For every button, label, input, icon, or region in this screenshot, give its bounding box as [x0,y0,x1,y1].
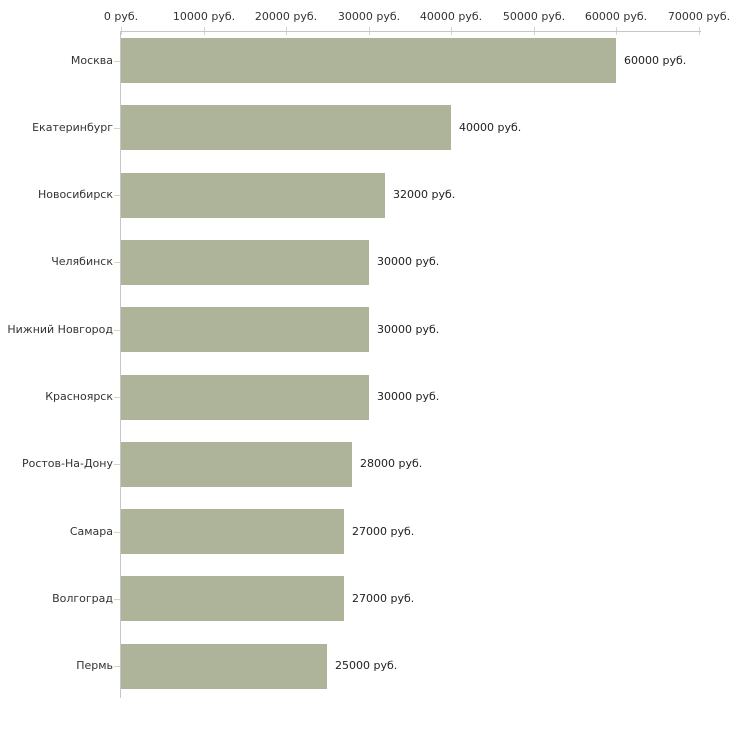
x-axis-tick-label: 20000 руб. [254,10,318,23]
category-label: Пермь [76,659,113,673]
value-label: 60000 руб. [624,53,687,67]
y-axis-tick-mark [114,195,120,196]
value-label: 40000 руб. [459,120,522,134]
bar [121,509,344,554]
category-label: Ростов-На-Дону [21,457,113,471]
bar [121,173,385,218]
x-axis-tick-label: 40000 руб. [419,10,483,23]
y-axis-tick-mark [114,666,120,667]
bar [121,240,369,285]
y-axis-tick-mark [114,330,120,331]
y-axis-tick-mark [114,599,120,600]
y-axis-line [120,31,121,698]
x-axis-tick-label: 10000 руб. [172,10,236,23]
y-axis-tick-mark [114,61,120,62]
category-label: Самара [69,524,113,538]
value-label: 27000 руб. [352,524,415,538]
category-label: Волгоград [52,591,113,605]
y-axis-tick-mark [114,464,120,465]
bar [121,105,451,150]
bar [121,38,616,83]
category-label: Новосибирск [37,188,113,202]
value-label: 28000 руб. [360,457,423,471]
bar [121,307,369,352]
value-label: 30000 руб. [377,390,440,403]
category-label: Красноярск [45,390,113,403]
y-axis-tick-mark [114,262,120,263]
x-axis-tick-label: 60000 руб. [584,10,648,23]
category-label: Екатеринбург [32,120,113,134]
bar [121,375,369,420]
category-label: Москва [70,53,113,67]
value-label: 30000 руб. [377,255,440,269]
x-axis-tick-label: 70000 руб. [667,10,730,23]
y-axis-tick-mark [114,128,120,129]
x-axis-tick-label: 30000 руб. [337,10,401,23]
value-label: 27000 руб. [352,591,415,605]
bar [121,644,327,689]
value-label: 25000 руб. [335,659,398,673]
x-axis-line [121,31,701,32]
value-label: 32000 руб. [393,188,456,202]
value-label: 30000 руб. [377,322,440,336]
y-axis-tick-mark [114,532,120,533]
bar [121,442,352,487]
y-axis-tick-mark [114,397,120,398]
x-axis-tick-label: 0 руб. [103,10,139,23]
category-label: Нижний Новгород [7,322,113,336]
bar [121,576,344,621]
category-label: Челябинск [51,255,113,269]
x-axis-tick-label: 50000 руб. [502,10,566,23]
